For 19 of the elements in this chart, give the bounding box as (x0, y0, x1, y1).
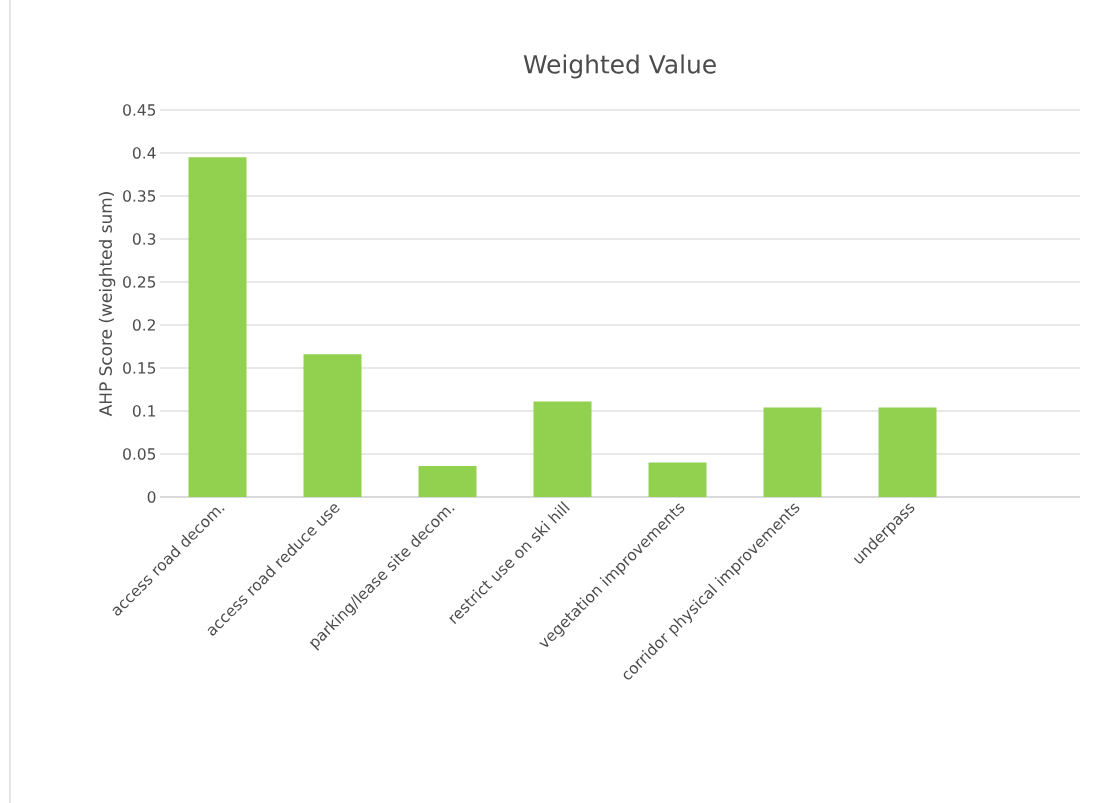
bar (648, 462, 707, 497)
y-axis-title: AHP Score (weighted sum) (98, 192, 116, 417)
y-tick-label: 0.45 (123, 104, 156, 116)
y-tick-label: 0.25 (123, 276, 156, 288)
y-tick-label: 0.1 (132, 405, 156, 417)
bar (418, 466, 477, 497)
chart-title: Weighted Value (523, 54, 716, 79)
y-tick-label: 0.2 (132, 319, 155, 331)
bar (303, 354, 362, 497)
y-tick-label: 0.05 (123, 448, 156, 460)
y-tick-label: 0.4 (132, 147, 156, 159)
bar (763, 407, 822, 497)
bar (878, 407, 937, 497)
y-tick-label: 0.15 (123, 362, 156, 374)
bar (188, 157, 247, 497)
bar (533, 401, 592, 497)
y-tick-label: 0.35 (123, 190, 156, 202)
y-tick-label: 0 (147, 491, 156, 503)
y-tick-label: 0.3 (132, 233, 156, 245)
